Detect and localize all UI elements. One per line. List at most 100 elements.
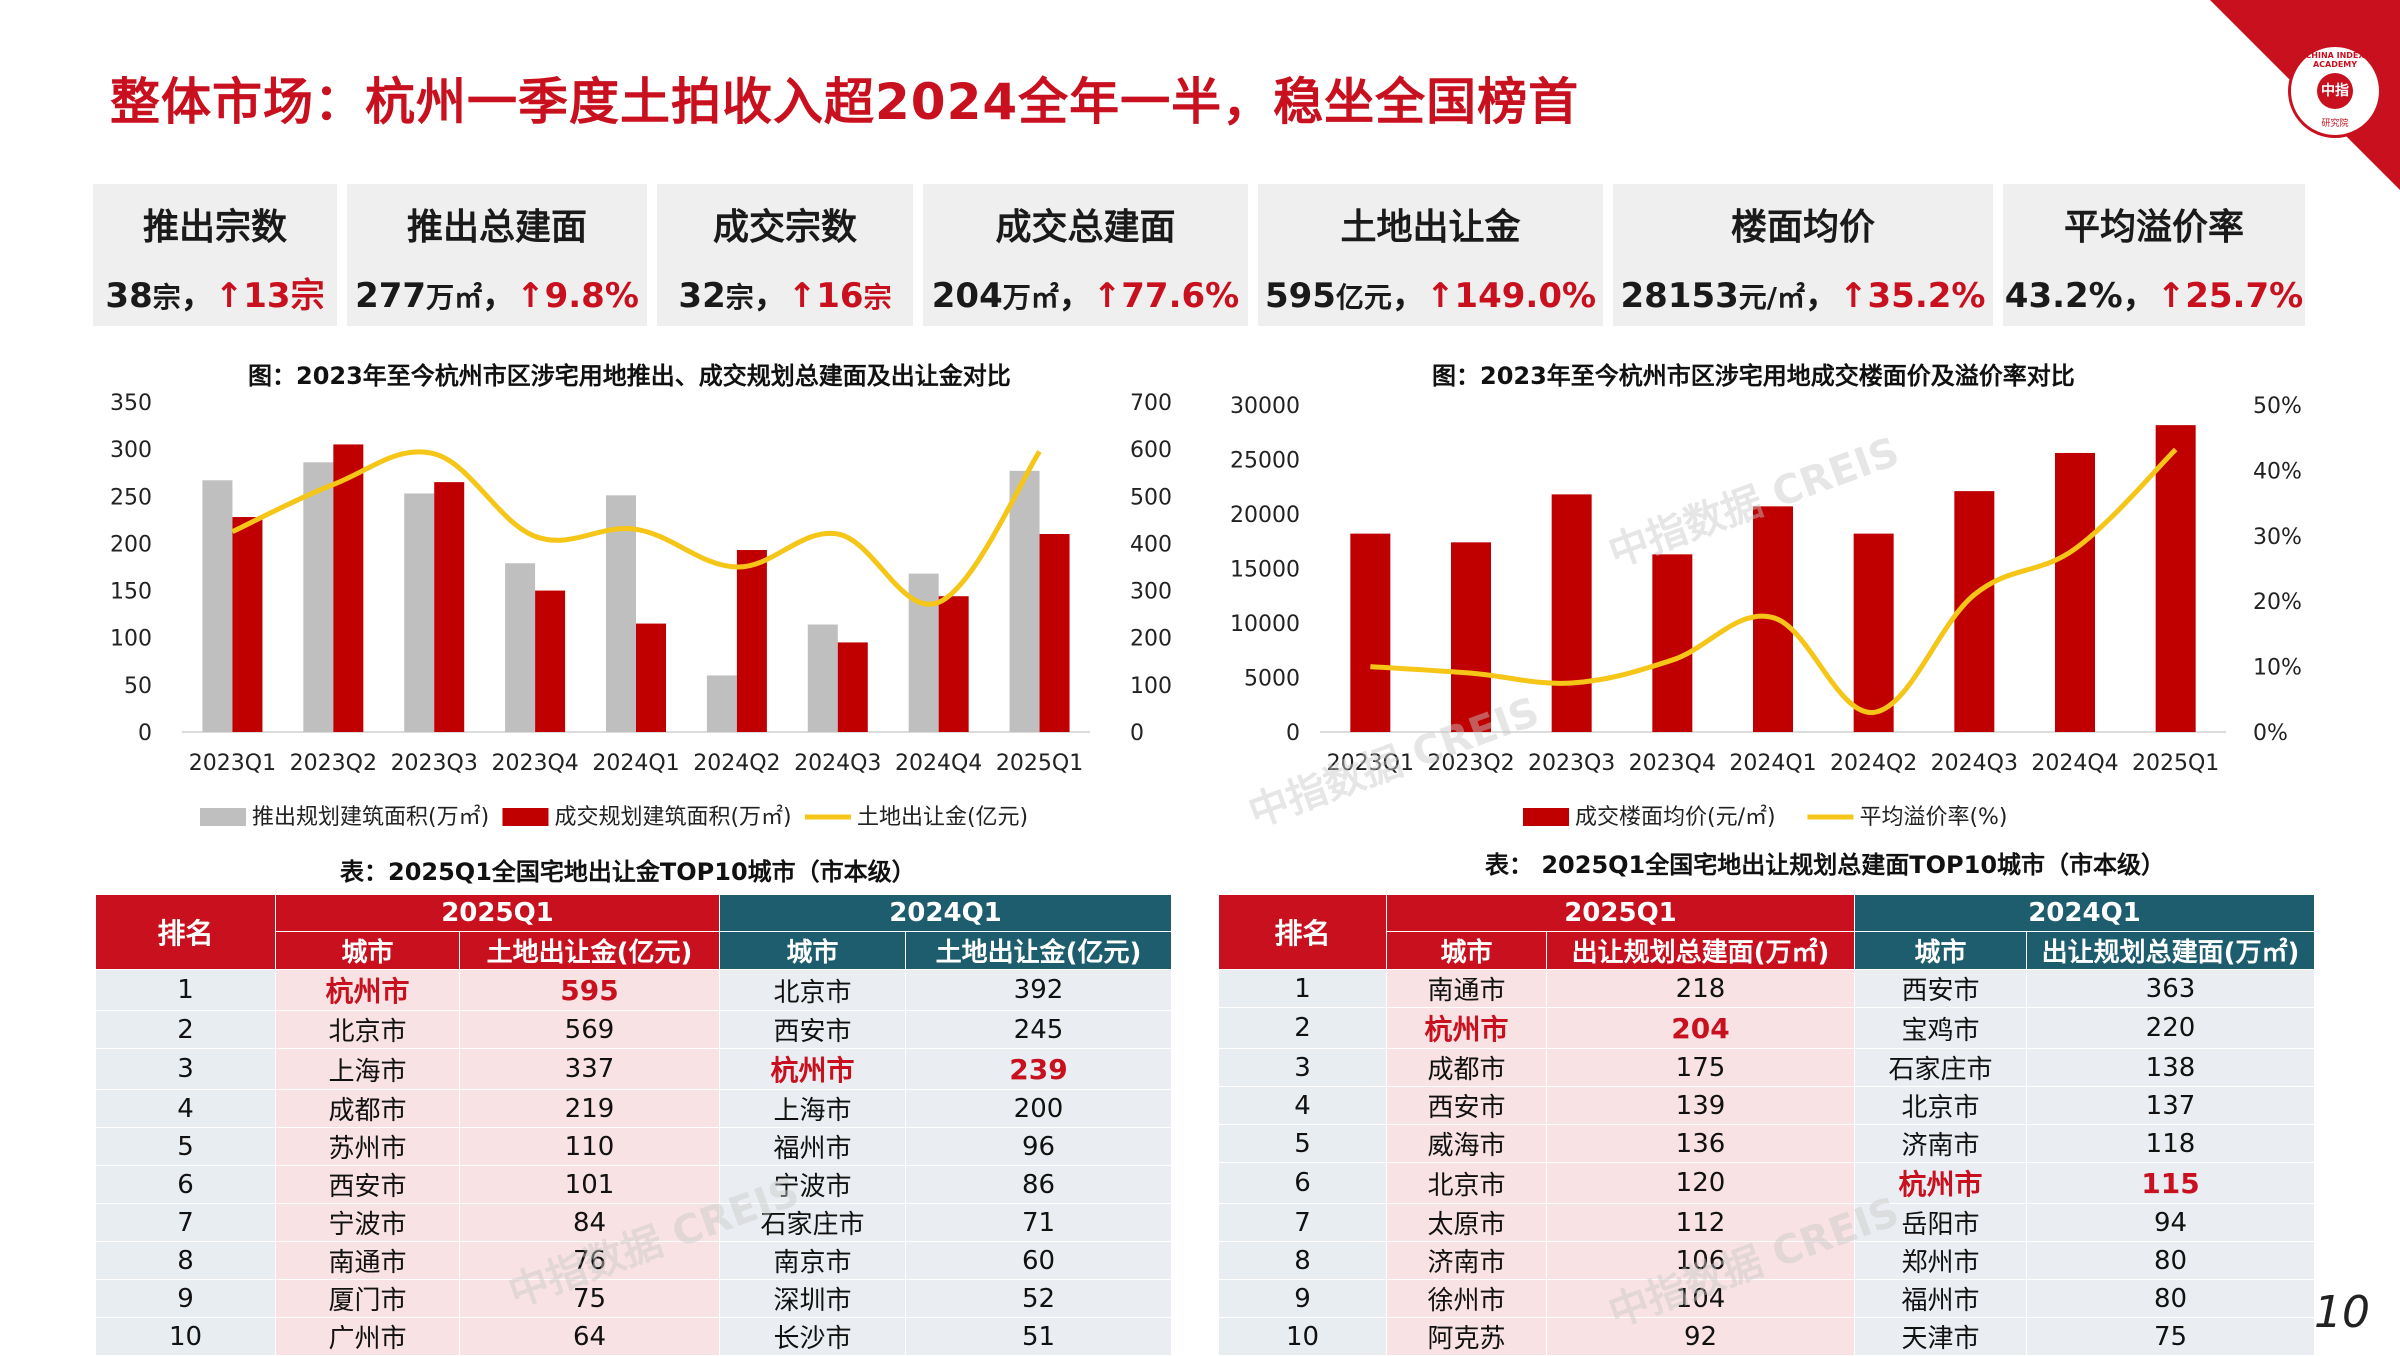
col-header-value: 出让规划总建面(万㎡) <box>2027 932 2315 970</box>
x-tick-label: 2023Q2 <box>290 751 377 776</box>
x-tick-label: 2023Q3 <box>391 751 478 776</box>
city-cell-2025q1: 太原市 <box>1387 1204 1547 1242</box>
y-left-tick-label: 200 <box>110 532 152 557</box>
y-right-tick-label: 30% <box>2253 525 2302 550</box>
value-cell-2024q1: 80 <box>2027 1280 2315 1318</box>
rank-cell: 1 <box>96 970 276 1011</box>
rank-cell: 5 <box>1219 1125 1387 1163</box>
kpi-value: 204万㎡，↑77.6% <box>923 268 1248 317</box>
x-tick-label: 2024Q4 <box>895 751 982 776</box>
bar-launched <box>707 675 737 732</box>
y-right-tick-label: 400 <box>1130 532 1172 557</box>
city-cell-2025q1: 徐州市 <box>1387 1280 1547 1318</box>
x-tick-label: 2024Q2 <box>693 751 780 776</box>
col-header-value: 土地出让金(亿元) <box>460 932 720 970</box>
col-header-value: 出让规划总建面(万㎡) <box>1547 932 1855 970</box>
rank-cell: 3 <box>96 1049 276 1090</box>
x-tick-label: 2024Q4 <box>2031 751 2118 776</box>
bar-transacted <box>232 517 262 732</box>
y-right-tick-label: 0 <box>1130 721 1144 746</box>
legend-label: 成交楼面均价(元/㎡) <box>1575 804 1776 830</box>
y-right-tick-label: 10% <box>2253 656 2302 681</box>
rank-header: 排名 <box>1219 895 1387 970</box>
value-cell-2024q1: 200 <box>906 1090 1172 1128</box>
bar-transacted <box>939 596 969 732</box>
value-cell-2025q1: 219 <box>460 1090 720 1128</box>
y-left-tick-label: 0 <box>138 721 152 746</box>
x-tick-label: 2023Q4 <box>1629 751 1716 776</box>
y-right-tick-label: 40% <box>2253 459 2302 484</box>
city-cell-2025q1: 成都市 <box>1387 1049 1547 1087</box>
y-left-tick-label: 30000 <box>1230 394 1300 419</box>
rank-cell: 7 <box>96 1204 276 1242</box>
value-cell-2024q1: 220 <box>2027 1008 2315 1049</box>
value-cell-2025q1: 120 <box>1547 1163 1855 1204</box>
group-header-2024q1: 2024Q1 <box>720 895 1172 932</box>
x-tick-label: 2023Q1 <box>1327 751 1414 776</box>
rank-cell: 9 <box>1219 1280 1387 1318</box>
logo-core: 中指 <box>2317 73 2353 109</box>
value-cell-2025q1: 139 <box>1547 1087 1855 1125</box>
x-tick-label: 2024Q2 <box>1830 751 1917 776</box>
value-cell-2024q1: 71 <box>906 1204 1172 1242</box>
legend-label: 土地出让金(亿元) <box>857 805 1028 830</box>
logo-ring-text: CHINA INDEX ACADEMY <box>2291 51 2379 69</box>
y-left-tick-label: 100 <box>110 627 152 652</box>
value-cell-2025q1: 218 <box>1547 970 1855 1008</box>
city-cell-2024q1: 石家庄市 <box>1855 1049 2027 1087</box>
value-cell-2025q1: 110 <box>460 1128 720 1166</box>
kpi-label: 成交宗数 <box>657 198 913 250</box>
city-cell-2024q1: 杭州市 <box>1855 1163 2027 1204</box>
value-cell-2025q1: 104 <box>1547 1280 1855 1318</box>
bar-transacted <box>1652 554 1692 732</box>
rank-cell: 2 <box>96 1011 276 1049</box>
x-tick-label: 2023Q2 <box>1427 751 1514 776</box>
value-cell-2025q1: 76 <box>460 1242 720 1280</box>
bar-launched <box>505 563 535 732</box>
y-right-tick-label: 200 <box>1130 627 1172 652</box>
bar-launched <box>808 625 838 732</box>
rank-cell: 8 <box>1219 1242 1387 1280</box>
x-tick-label: 2024Q1 <box>1729 751 1816 776</box>
bar-transacted <box>2055 453 2095 732</box>
kpi-value: 38宗，↑13宗 <box>93 268 337 317</box>
page-number: 10 <box>2314 1287 2370 1338</box>
value-cell-2024q1: 52 <box>906 1280 1172 1318</box>
city-cell-2024q1: 南京市 <box>720 1242 906 1280</box>
kpi-value: 277万㎡，↑9.8% <box>347 268 647 317</box>
city-cell-2024q1: 上海市 <box>720 1090 906 1128</box>
city-cell-2024q1: 岳阳市 <box>1855 1204 2027 1242</box>
city-cell-2025q1: 北京市 <box>1387 1163 1547 1204</box>
city-cell-2025q1: 杭州市 <box>276 970 460 1011</box>
table-title-right: 表： 2025Q1全国宅地出让规划总建面TOP10城市（市本级） <box>1485 845 2165 880</box>
y-left-tick-label: 10000 <box>1230 612 1300 637</box>
kpi-card: 推出总建面 277万㎡，↑9.8% <box>347 184 647 326</box>
y-right-tick-label: 100 <box>1130 674 1172 699</box>
city-cell-2025q1: 北京市 <box>276 1011 460 1049</box>
rank-cell: 9 <box>96 1280 276 1318</box>
x-tick-label: 2025Q1 <box>2132 751 2219 776</box>
bar-launched <box>202 480 232 732</box>
kpi-label: 成交总建面 <box>923 198 1248 250</box>
table-land-revenue-top10: 排名 2025Q1 2024Q1 城市 土地出让金(亿元) 城市 土地出让金(亿… <box>95 894 1172 1356</box>
rank-cell: 8 <box>96 1242 276 1280</box>
rank-header: 排名 <box>96 895 276 970</box>
y-left-tick-label: 25000 <box>1230 449 1300 474</box>
col-header-city: 城市 <box>276 932 460 970</box>
group-header-2024q1: 2024Q1 <box>1855 895 2315 932</box>
page-title: 整体市场：杭州一季度土拍收入超2024全年一半，稳坐全国榜首 <box>110 62 1579 134</box>
